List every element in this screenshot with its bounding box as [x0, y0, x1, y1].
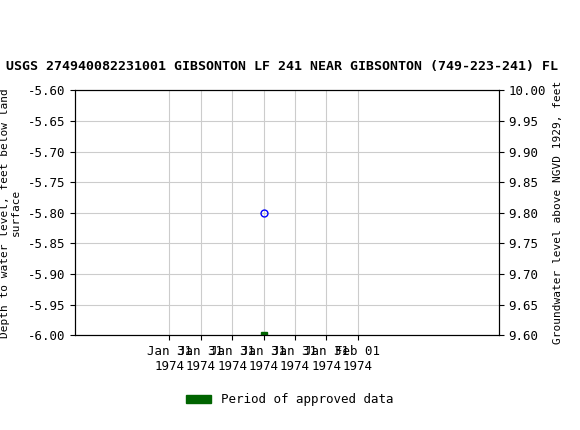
Legend: Period of approved data: Period of approved data	[181, 388, 399, 412]
Y-axis label: Groundwater level above NGVD 1929, feet: Groundwater level above NGVD 1929, feet	[553, 81, 563, 344]
Y-axis label: Depth to water level, feet below land
surface: Depth to water level, feet below land su…	[0, 88, 21, 338]
Text: ≈USGS: ≈USGS	[12, 16, 88, 35]
Text: USGS 274940082231001 GIBSONTON LF 241 NEAR GIBSONTON (749-223-241) FL: USGS 274940082231001 GIBSONTON LF 241 NE…	[6, 60, 558, 73]
